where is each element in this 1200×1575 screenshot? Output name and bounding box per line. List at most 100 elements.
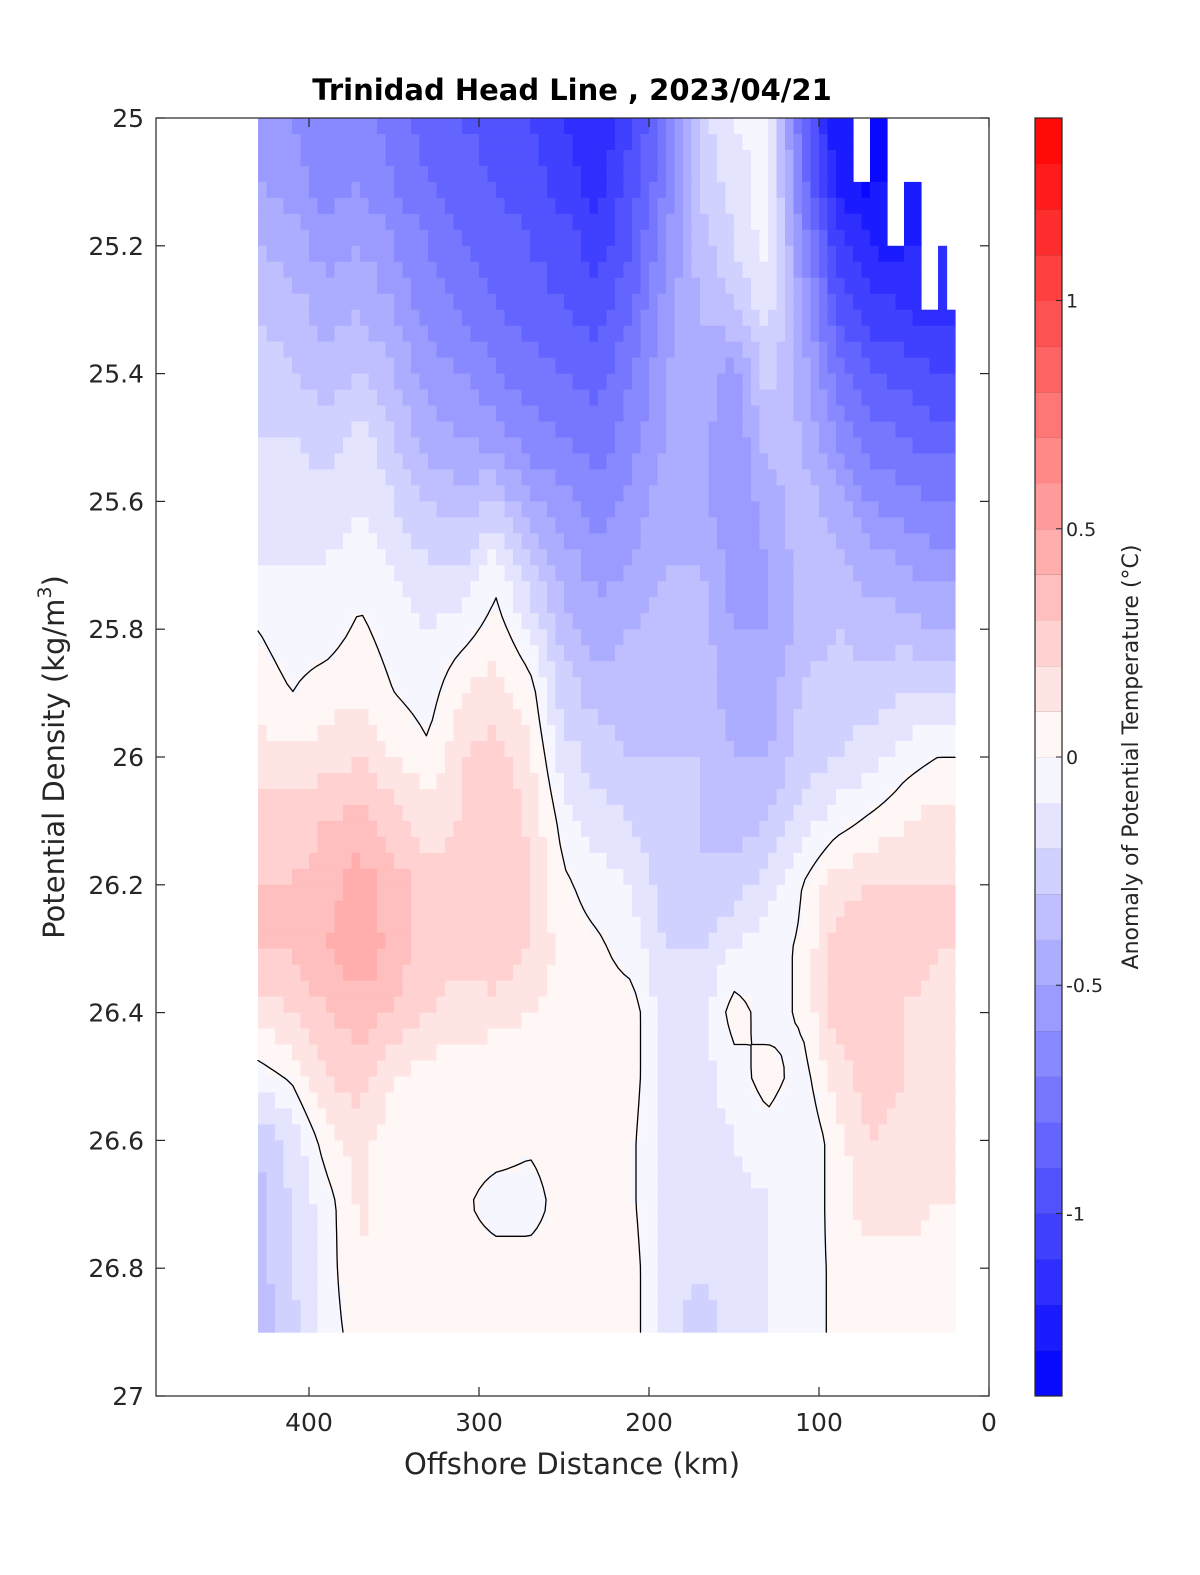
- field-cell: [912, 1060, 922, 1078]
- field-cell: [819, 597, 829, 614]
- field-cell: [513, 421, 523, 439]
- field-cell: [470, 884, 480, 902]
- field-cell: [708, 597, 718, 614]
- field-cell: [844, 677, 854, 694]
- field-cell: [436, 709, 446, 726]
- field-cell: [504, 309, 514, 327]
- field-cell: [547, 804, 557, 822]
- field-cell: [683, 373, 693, 391]
- field-cell: [640, 165, 650, 183]
- field-cell: [615, 948, 625, 966]
- field-cell: [343, 852, 353, 870]
- field-cell: [411, 741, 421, 758]
- field-cell: [921, 661, 931, 678]
- field-cell: [623, 661, 633, 678]
- field-cell: [844, 421, 854, 439]
- field-cell: [946, 645, 956, 662]
- field-cell: [317, 565, 327, 582]
- field-cell: [827, 597, 837, 614]
- field-cell: [649, 197, 659, 215]
- field-cell: [377, 677, 387, 694]
- field-cell: [462, 645, 472, 662]
- field-cell: [691, 213, 701, 231]
- field-cell: [921, 884, 931, 902]
- field-cell: [360, 1092, 370, 1110]
- field-cell: [513, 932, 523, 950]
- field-cell: [734, 421, 744, 439]
- field-cell: [751, 437, 761, 455]
- field-cell: [598, 709, 608, 726]
- field-cell: [768, 357, 778, 375]
- field-cell: [878, 437, 888, 455]
- field-cell: [912, 565, 922, 582]
- field-cell: [377, 804, 387, 822]
- field-cell: [649, 517, 659, 534]
- field-cell: [649, 245, 659, 263]
- field-cell: [904, 549, 914, 566]
- field-cell: [785, 948, 795, 966]
- field-cell: [598, 916, 608, 934]
- field-cell: [300, 788, 310, 806]
- field-cell: [530, 1044, 540, 1062]
- field-cell: [360, 804, 370, 822]
- field-cell: [844, 645, 854, 662]
- field-cell: [759, 197, 769, 215]
- field-cell: [326, 213, 336, 231]
- field-cell: [717, 261, 727, 279]
- field-cell: [292, 725, 302, 742]
- field-cell: [470, 565, 480, 582]
- field-cell: [266, 980, 276, 998]
- field-cell: [878, 293, 888, 311]
- field-cell: [283, 868, 293, 886]
- field-cell: [717, 1092, 727, 1110]
- field-cell: [292, 613, 302, 630]
- field-cell: [853, 661, 863, 678]
- field-cell: [742, 820, 752, 838]
- field-cell: [411, 118, 421, 135]
- field-cell: [700, 213, 710, 231]
- field-cell: [938, 293, 948, 311]
- field-cell: [368, 804, 378, 822]
- field-cell: [793, 453, 803, 471]
- field-cell: [768, 501, 778, 518]
- field-cell: [598, 549, 608, 566]
- field-cell: [530, 741, 540, 758]
- field-cell: [351, 405, 361, 423]
- field-cell: [394, 820, 404, 838]
- field-cell: [445, 309, 455, 327]
- field-cell: [598, 453, 608, 471]
- field-cell: [870, 820, 880, 838]
- field-cell: [351, 1028, 361, 1046]
- field-cell: [258, 980, 268, 998]
- field-cell: [266, 341, 276, 359]
- field-cell: [368, 709, 378, 726]
- field-cell: [768, 453, 778, 471]
- field-cell: [343, 293, 353, 311]
- field-cell: [266, 868, 276, 886]
- field-cell: [768, 916, 778, 934]
- field-cell: [589, 453, 599, 471]
- field-cell: [895, 1028, 905, 1046]
- field-cell: [938, 741, 948, 758]
- field-cell: [904, 629, 914, 646]
- field-cell: [275, 1044, 285, 1062]
- field-cell: [623, 245, 633, 263]
- field-cell: [666, 980, 676, 998]
- field-cell: [887, 1060, 897, 1078]
- field-cell: [946, 804, 956, 822]
- field-cell: [768, 437, 778, 455]
- field-cell: [258, 948, 268, 966]
- field-cell: [377, 181, 387, 199]
- field-cell: [632, 133, 642, 151]
- field-cell: [615, 501, 625, 518]
- field-cell: [717, 229, 727, 247]
- field-cell: [462, 437, 472, 455]
- field-cell: [870, 165, 880, 183]
- field-cell: [317, 836, 327, 854]
- field-cell: [368, 373, 378, 391]
- field-cell: [751, 1060, 761, 1078]
- field-cell: [632, 852, 642, 870]
- field-cell: [938, 437, 948, 455]
- field-cell: [283, 325, 293, 343]
- field-cell: [317, 213, 327, 231]
